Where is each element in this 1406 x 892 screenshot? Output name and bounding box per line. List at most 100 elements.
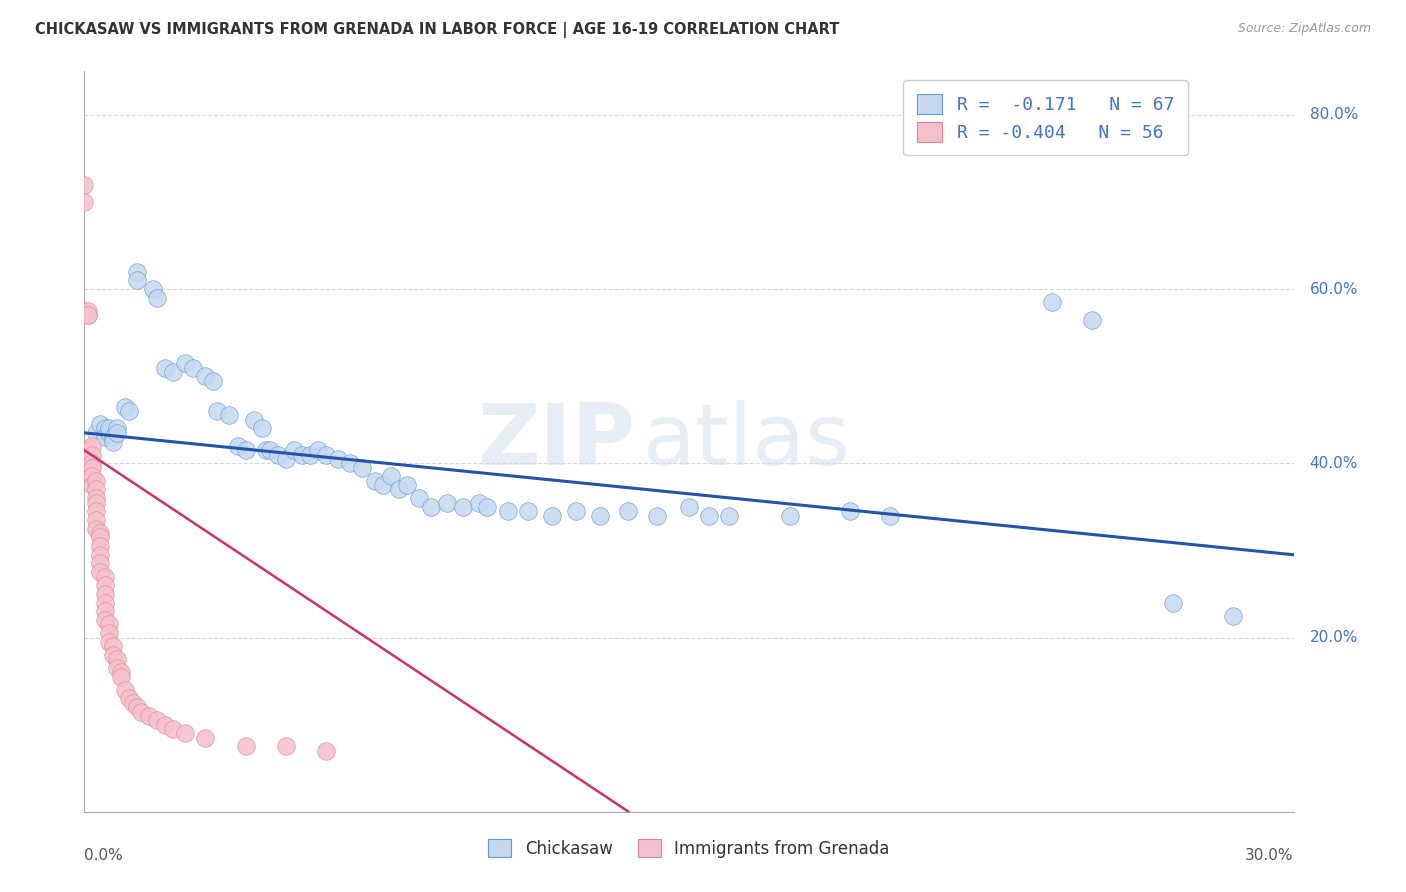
Point bbox=[496, 504, 519, 518]
Point bbox=[105, 652, 128, 666]
Point bbox=[93, 421, 115, 435]
Text: 80.0%: 80.0% bbox=[1309, 107, 1358, 122]
Point bbox=[93, 430, 115, 444]
Point bbox=[142, 282, 165, 296]
Point bbox=[299, 448, 322, 462]
Point bbox=[589, 508, 612, 523]
Point bbox=[153, 360, 176, 375]
Point bbox=[235, 739, 257, 754]
Point bbox=[105, 661, 128, 675]
Point bbox=[101, 434, 124, 449]
Point bbox=[307, 443, 329, 458]
Point bbox=[82, 456, 104, 470]
Point bbox=[477, 500, 499, 514]
Point bbox=[114, 400, 136, 414]
Point bbox=[395, 478, 418, 492]
Point bbox=[118, 691, 141, 706]
Point bbox=[218, 409, 240, 423]
Point bbox=[250, 421, 273, 435]
Point bbox=[97, 626, 120, 640]
Point bbox=[420, 500, 443, 514]
Point bbox=[101, 430, 124, 444]
Point bbox=[93, 578, 115, 592]
Point bbox=[121, 696, 143, 710]
Point bbox=[86, 474, 108, 488]
Point bbox=[86, 522, 108, 536]
Text: ZIP: ZIP bbox=[477, 400, 634, 483]
Text: atlas: atlas bbox=[643, 400, 851, 483]
Point bbox=[181, 360, 204, 375]
Point bbox=[207, 404, 229, 418]
Point bbox=[315, 744, 337, 758]
Point bbox=[97, 425, 120, 440]
Point bbox=[146, 291, 169, 305]
Point bbox=[153, 717, 176, 731]
Point bbox=[89, 557, 111, 571]
Point bbox=[125, 265, 148, 279]
Point bbox=[105, 421, 128, 435]
Point bbox=[73, 194, 96, 209]
Point bbox=[125, 700, 148, 714]
Point bbox=[516, 504, 538, 518]
Point bbox=[617, 504, 640, 518]
Point bbox=[105, 425, 128, 440]
Point bbox=[82, 460, 104, 475]
Point bbox=[101, 639, 124, 653]
Point bbox=[77, 308, 100, 322]
Point bbox=[1222, 608, 1244, 623]
Point bbox=[129, 705, 152, 719]
Point bbox=[93, 596, 115, 610]
Point bbox=[274, 739, 297, 754]
Text: Source: ZipAtlas.com: Source: ZipAtlas.com bbox=[1237, 22, 1371, 36]
Point bbox=[138, 709, 160, 723]
Point bbox=[194, 369, 217, 384]
Point bbox=[77, 452, 100, 467]
Point bbox=[565, 504, 588, 518]
Point bbox=[82, 439, 104, 453]
Point bbox=[162, 365, 184, 379]
Point bbox=[89, 526, 111, 541]
Point bbox=[879, 508, 901, 523]
Point bbox=[1161, 596, 1184, 610]
Point bbox=[718, 508, 741, 523]
Point bbox=[697, 508, 720, 523]
Point bbox=[436, 495, 458, 509]
Point bbox=[194, 731, 217, 745]
Point bbox=[1040, 295, 1063, 310]
Point bbox=[82, 448, 104, 462]
Point bbox=[93, 613, 115, 627]
Point bbox=[242, 413, 264, 427]
Point bbox=[125, 273, 148, 287]
Text: 30.0%: 30.0% bbox=[1246, 848, 1294, 863]
Point bbox=[86, 495, 108, 509]
Point bbox=[77, 308, 100, 322]
Point bbox=[97, 421, 120, 435]
Point bbox=[86, 425, 108, 440]
Text: 0.0%: 0.0% bbox=[84, 848, 124, 863]
Point bbox=[110, 665, 132, 680]
Point bbox=[408, 491, 430, 505]
Point bbox=[315, 448, 337, 462]
Point bbox=[226, 439, 249, 453]
Point bbox=[82, 478, 104, 492]
Point bbox=[678, 500, 700, 514]
Point bbox=[352, 460, 374, 475]
Point bbox=[174, 726, 197, 740]
Point bbox=[468, 495, 491, 509]
Point bbox=[86, 513, 108, 527]
Point bbox=[86, 504, 108, 518]
Point bbox=[86, 483, 108, 497]
Point bbox=[645, 508, 668, 523]
Point bbox=[779, 508, 801, 523]
Text: 40.0%: 40.0% bbox=[1309, 456, 1358, 471]
Point bbox=[93, 569, 115, 583]
Point bbox=[371, 478, 394, 492]
Legend: Chickasaw, Immigrants from Grenada: Chickasaw, Immigrants from Grenada bbox=[475, 826, 903, 870]
Point bbox=[388, 483, 411, 497]
Point bbox=[82, 469, 104, 483]
Point bbox=[77, 304, 100, 318]
Point bbox=[267, 448, 290, 462]
Point bbox=[274, 452, 297, 467]
Point bbox=[339, 456, 361, 470]
Point bbox=[283, 443, 305, 458]
